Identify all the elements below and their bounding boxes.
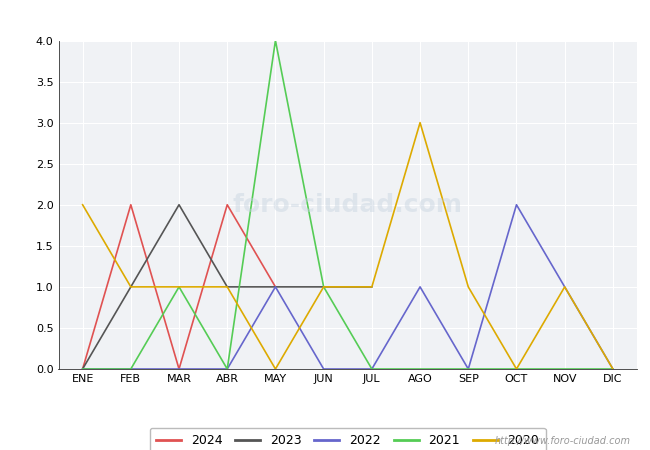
- Text: Matriculaciones de Vehiculos en Orbaneja Riopico: Matriculaciones de Vehiculos en Orbaneja…: [118, 9, 532, 27]
- Text: foro-ciudad.com: foro-ciudad.com: [233, 193, 463, 217]
- Legend: 2024, 2023, 2022, 2021, 2020: 2024, 2023, 2022, 2021, 2020: [150, 428, 545, 450]
- Text: http://www.foro-ciudad.com: http://www.foro-ciudad.com: [495, 436, 630, 446]
